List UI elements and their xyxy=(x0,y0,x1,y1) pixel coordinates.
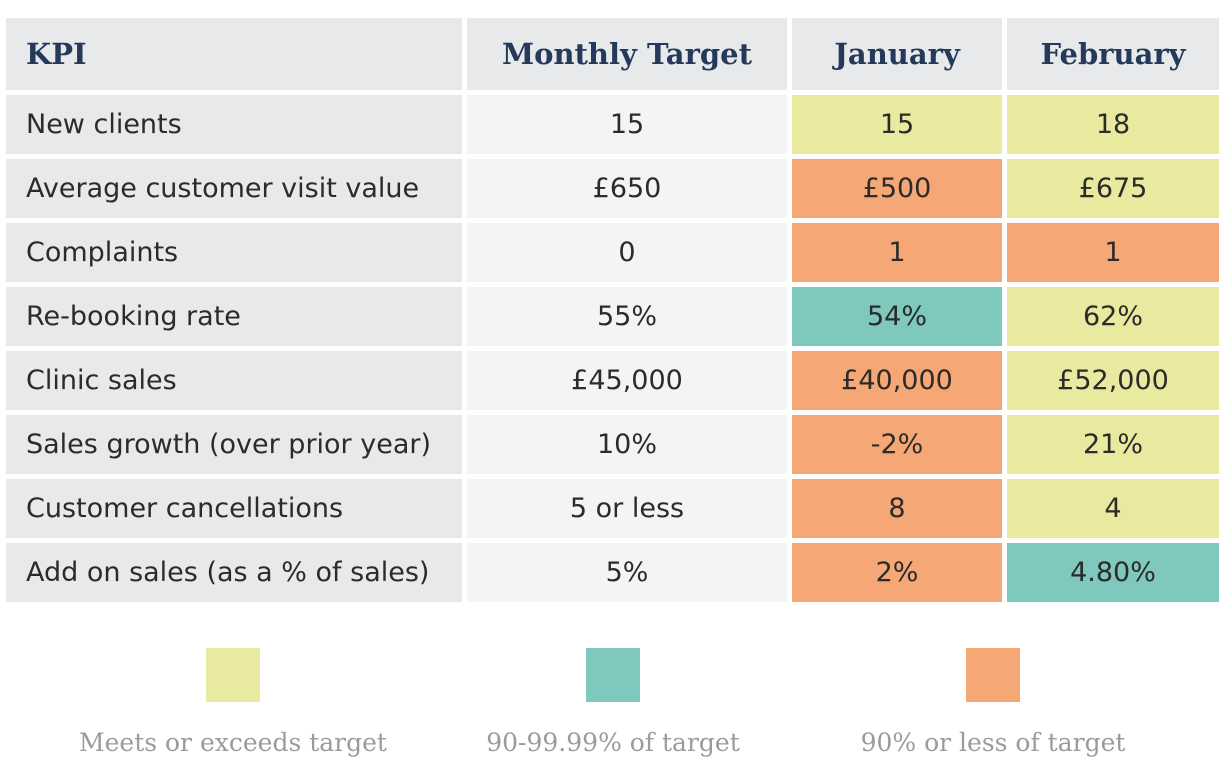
january-cell: -2% xyxy=(792,415,1002,474)
legend-swatch-meets xyxy=(206,648,260,702)
february-cell: 62% xyxy=(1007,287,1219,346)
january-cell: 8 xyxy=(792,479,1002,538)
january-cell: £40,000 xyxy=(792,351,1002,410)
kpi-name-cell: Re-booking rate xyxy=(6,287,462,346)
kpi-body: New clients 15 15 18 Average customer visit … xyxy=(6,95,1219,602)
february-cell: £675 xyxy=(1007,159,1219,218)
legend-label-near: 90-99.99% of target xyxy=(486,728,740,757)
january-cell: 2% xyxy=(792,543,1002,602)
kpi-name-cell: New clients xyxy=(6,95,462,154)
monthly-target-cell: 10% xyxy=(467,415,787,474)
table-row: Add on sales (as a % of sales) 5% 2% 4.80% xyxy=(6,543,1219,602)
monthly-target-cell: 0 xyxy=(467,223,787,282)
header-february: February xyxy=(1007,18,1219,90)
monthly-target-cell: 15 xyxy=(467,95,787,154)
kpi-name-cell: Sales growth (over prior year) xyxy=(6,415,462,474)
legend-swatch-below xyxy=(966,648,1020,702)
kpi-table: KPI Monthly Target January February New … xyxy=(1,13,1224,607)
table-row: Re-booking rate 55% 54% 62% xyxy=(6,287,1219,346)
header-kpi: KPI xyxy=(6,18,462,90)
legend-swatch-near xyxy=(586,648,640,702)
february-cell: £52,000 xyxy=(1007,351,1219,410)
february-cell: 4 xyxy=(1007,479,1219,538)
february-cell: 21% xyxy=(1007,415,1219,474)
legend: Meets or exceeds target 90-99.99% of tar… xyxy=(0,648,1227,768)
monthly-target-cell: 5% xyxy=(467,543,787,602)
legend-item-near: 90-99.99% of target xyxy=(423,648,803,757)
legend-label-meets: Meets or exceeds target xyxy=(79,728,387,757)
kpi-name-cell: Add on sales (as a % of sales) xyxy=(6,543,462,602)
february-cell: 18 xyxy=(1007,95,1219,154)
table-row: Average customer visit value £650 £500 £675 xyxy=(6,159,1219,218)
table-row: New clients 15 15 18 xyxy=(6,95,1219,154)
monthly-target-cell: £650 xyxy=(467,159,787,218)
february-cell: 1 xyxy=(1007,223,1219,282)
monthly-target-cell: £45,000 xyxy=(467,351,787,410)
legend-item-below: 90% or less of target xyxy=(803,648,1183,757)
january-cell: £500 xyxy=(792,159,1002,218)
header-monthly-target: Monthly Target xyxy=(467,18,787,90)
kpi-name-cell: Customer cancellations xyxy=(6,479,462,538)
legend-item-meets: Meets or exceeds target xyxy=(43,648,423,757)
january-cell: 1 xyxy=(792,223,1002,282)
february-cell: 4.80% xyxy=(1007,543,1219,602)
kpi-name-cell: Average customer visit value xyxy=(6,159,462,218)
kpi-name-cell: Complaints xyxy=(6,223,462,282)
table-row: Complaints 0 1 1 xyxy=(6,223,1219,282)
monthly-target-cell: 5 or less xyxy=(467,479,787,538)
header-row: KPI Monthly Target January February xyxy=(6,18,1219,90)
table-row: Clinic sales £45,000 £40,000 £52,000 xyxy=(6,351,1219,410)
table-row: Sales growth (over prior year) 10% -2% 21% xyxy=(6,415,1219,474)
january-cell: 54% xyxy=(792,287,1002,346)
january-cell: 15 xyxy=(792,95,1002,154)
legend-label-below: 90% or less of target xyxy=(860,728,1126,757)
monthly-target-cell: 55% xyxy=(467,287,787,346)
kpi-name-cell: Clinic sales xyxy=(6,351,462,410)
header-january: January xyxy=(792,18,1002,90)
table-row: Customer cancellations 5 or less 8 4 xyxy=(6,479,1219,538)
